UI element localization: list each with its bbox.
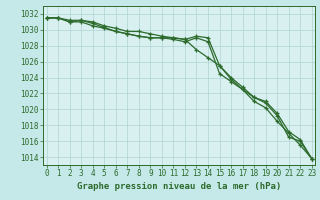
X-axis label: Graphe pression niveau de la mer (hPa): Graphe pression niveau de la mer (hPa): [77, 182, 281, 191]
